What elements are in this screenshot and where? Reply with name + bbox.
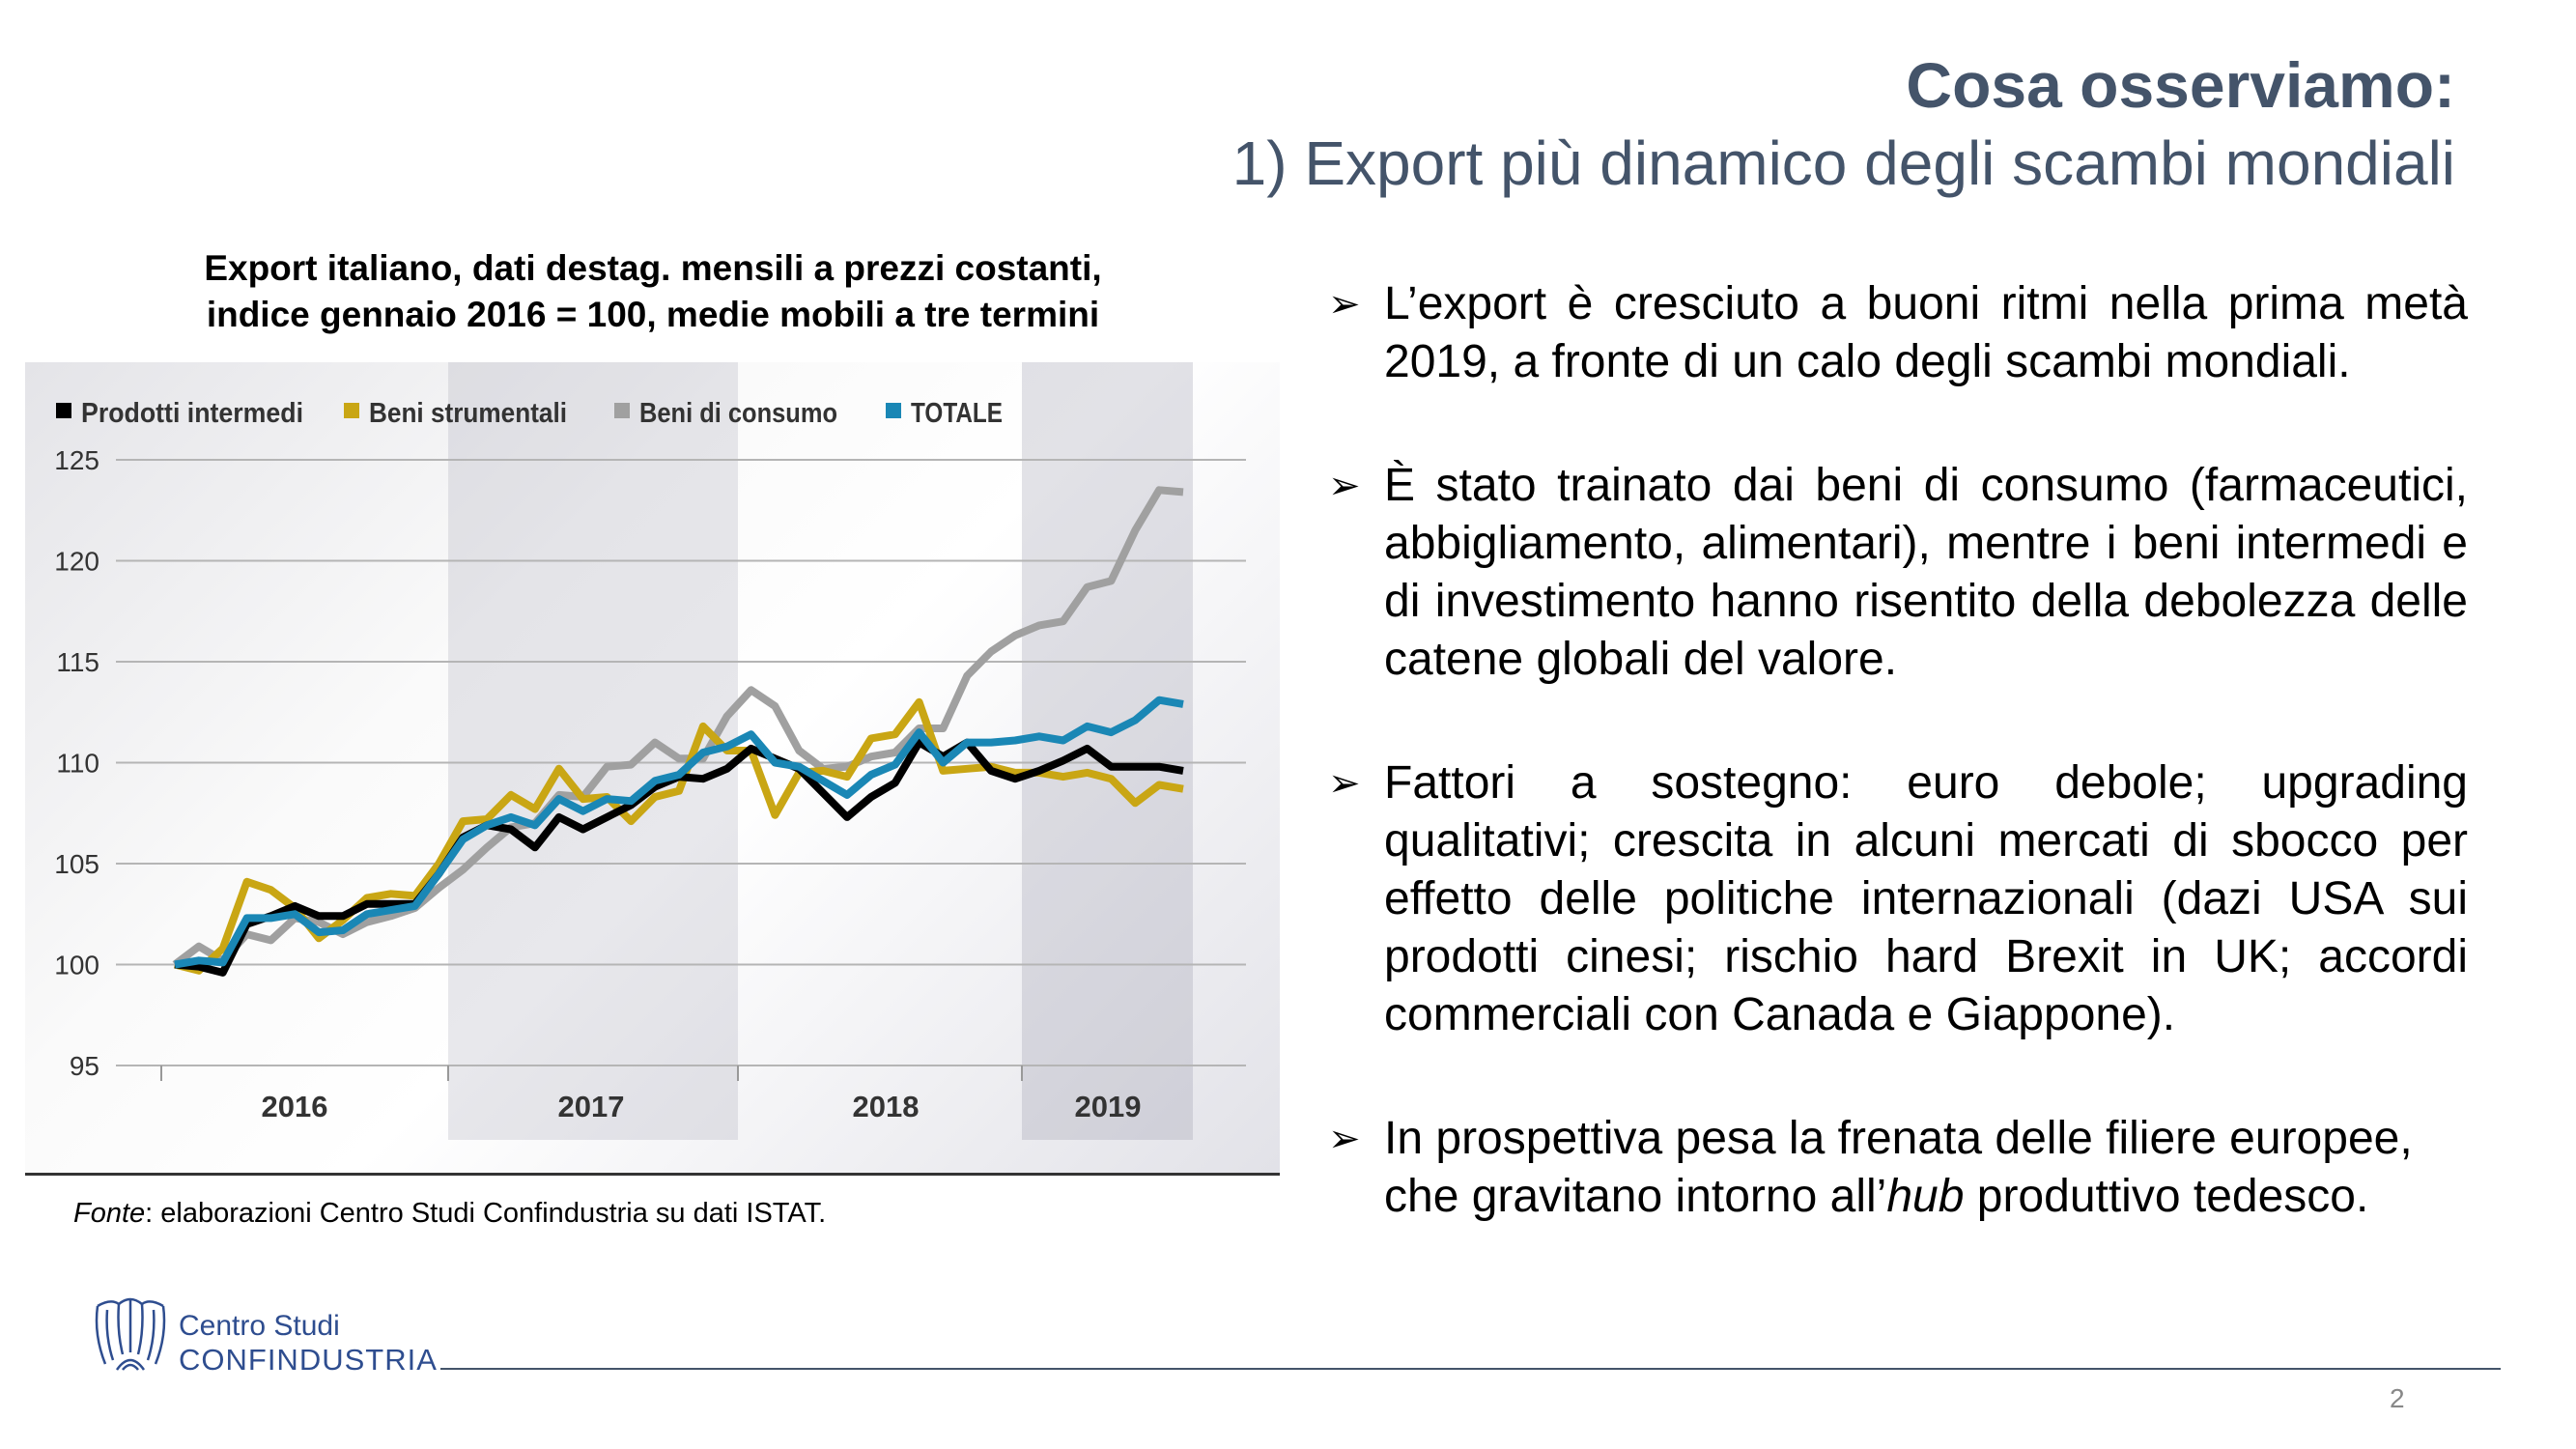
y-tick-label: 95 xyxy=(70,1051,99,1081)
chart-panel: 125 120 115 110 105 100 95 2016 2017 2018 2019 Prod… xyxy=(25,362,1280,1176)
x-tick-label: 2016 xyxy=(262,1090,328,1123)
legend-label: TOTALE xyxy=(911,398,1003,429)
legend-label: Beni di consumo xyxy=(639,398,837,429)
source-text: : elaborazioni Centro Studi Confindustri… xyxy=(145,1198,827,1229)
chart-title-line1: Export italiano, dati destag. mensili a … xyxy=(204,248,1102,288)
y-tick-label: 100 xyxy=(54,951,99,980)
x-tick-label: 2017 xyxy=(558,1090,625,1123)
source-label: Fonte xyxy=(73,1198,146,1229)
bullet-text: L’export è cresciuto a buoni ritmi nella… xyxy=(1384,278,2468,387)
logo-line2: CONFINDUSTRIA xyxy=(179,1343,438,1377)
legend-label: Beni strumentali xyxy=(369,398,567,429)
source-note: Fonte: elaborazioni Centro Studi Confind… xyxy=(73,1198,826,1230)
series-line-beni-strumentali xyxy=(174,697,1184,975)
arrow-right-icon: ➢ xyxy=(1328,465,1361,507)
bullet-item: ➢ Fattori a sostegno: euro debole; upgrad… xyxy=(1328,754,2468,1044)
legend-label: Prodotti intermedi xyxy=(81,398,303,429)
legend-swatch xyxy=(886,403,901,418)
slide-subtitle: 1) Export più dinamico degli scambi mond… xyxy=(1231,128,2455,198)
footer-divider xyxy=(440,1368,2501,1370)
shaded-band-2019 xyxy=(1022,362,1193,1140)
bullet-item: ➢ L’export è cresciuto a buoni ritmi nell… xyxy=(1328,275,2468,391)
bullet-text: È stato trainato dai beni di consumo (fa… xyxy=(1384,460,2468,685)
bullet-text: Fattori a sostegno: euro debole; upgradi… xyxy=(1384,757,2468,1040)
logo: Centro Studi CONFINDUSTRIA xyxy=(92,1294,437,1377)
eagle-logo-icon xyxy=(95,1297,166,1371)
arrow-right-icon: ➢ xyxy=(1328,283,1361,326)
y-tick-label: 105 xyxy=(54,849,99,879)
y-tick-label: 125 xyxy=(54,445,99,475)
shaded-band-2017 xyxy=(448,362,738,1140)
bullet-text: In prospettiva pesa la frenata delle fil… xyxy=(1384,1113,2413,1222)
bullet-text-end: produttivo tedesco. xyxy=(1964,1171,2369,1222)
logo-line1: Centro Studi xyxy=(179,1310,340,1342)
arrow-right-icon: ➢ xyxy=(1328,762,1361,805)
series-line-beni-di-consumo xyxy=(172,486,1184,968)
bullet-item: ➢ È stato trainato dai beni di consumo (f… xyxy=(1328,457,2468,689)
y-tick-label: 110 xyxy=(56,749,99,779)
bullet-item: ➢ In prospettiva pesa la frenata delle fi… xyxy=(1328,1110,2468,1226)
legend-swatch xyxy=(56,403,71,418)
y-tick-label: 120 xyxy=(54,547,99,577)
x-tick-label: 2019 xyxy=(1075,1090,1142,1123)
y-tick-label: 115 xyxy=(56,647,99,677)
chart-title-line2: indice gennaio 2016 = 100, medie mobili … xyxy=(206,295,1100,334)
bullet-text-italic: hub xyxy=(1886,1171,1965,1222)
slide-title: Cosa osserviamo: xyxy=(1906,49,2455,121)
line-chart: 125 120 115 110 105 100 95 2016 2017 2018 2019 Prod… xyxy=(54,362,1246,1140)
series-line-totale xyxy=(174,696,1184,969)
bullet-list: ➢ L’export è cresciuto a buoni ritmi nell… xyxy=(1328,275,2468,1292)
x-tick-label: 2018 xyxy=(853,1090,920,1123)
page-number: 2 xyxy=(2390,1383,2405,1413)
arrow-right-icon: ➢ xyxy=(1328,1118,1361,1160)
legend-swatch xyxy=(344,403,359,418)
chart-title: Export italiano, dati destag. mensili a … xyxy=(25,245,1281,338)
legend-swatch xyxy=(614,403,630,418)
